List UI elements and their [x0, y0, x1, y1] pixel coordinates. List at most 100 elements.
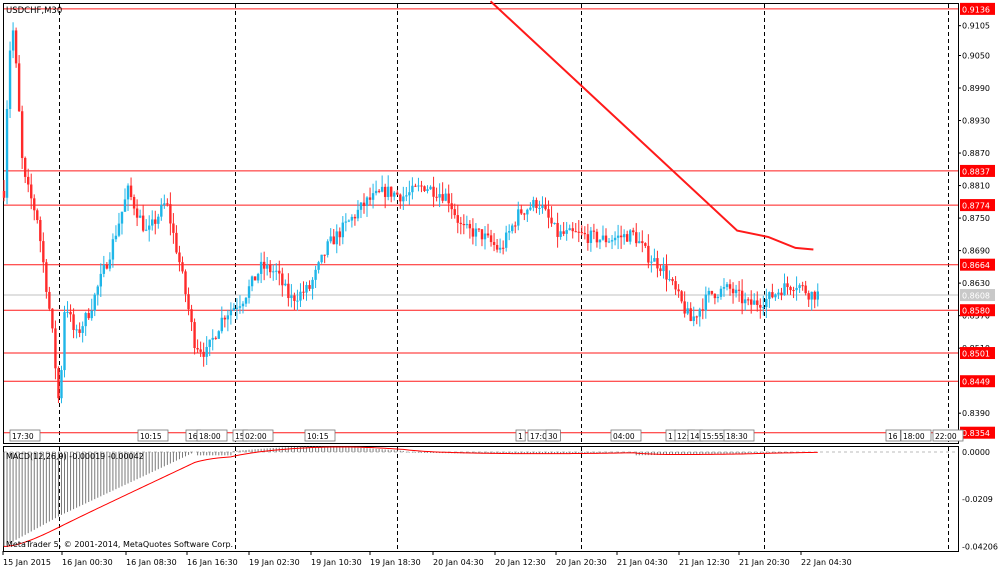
- y-tick-label: 0.8990: [962, 84, 990, 93]
- candle-body: [244, 297, 248, 304]
- y-tick-label: 0.8690: [962, 247, 990, 256]
- candle-body: [547, 209, 550, 218]
- level-price-label: 0.8774: [962, 202, 990, 211]
- candle-body: [23, 157, 27, 177]
- period-tag-box: [932, 429, 964, 442]
- candle-body: [220, 317, 224, 332]
- candle-body: [495, 244, 499, 250]
- level-price-label: 0.8354: [962, 429, 990, 438]
- candle-body: [362, 202, 366, 206]
- candle-body: [423, 186, 426, 192]
- candle-body: [462, 223, 466, 226]
- level-price-tag: [960, 199, 995, 212]
- candle-body: [789, 287, 792, 291]
- candle-body: [507, 231, 511, 233]
- candle-body: [532, 199, 535, 208]
- candle-body: [656, 258, 659, 269]
- candle-body: [320, 254, 323, 263]
- x-tick-label: 21 Jan 20:30: [739, 558, 790, 567]
- candle-body: [571, 228, 574, 232]
- candle-body: [371, 193, 375, 200]
- candle-body: [514, 225, 517, 227]
- candle-body: [8, 50, 12, 109]
- candle-body: [211, 337, 214, 340]
- candle-body: [72, 314, 75, 330]
- candle-body: [607, 241, 611, 243]
- candle-body: [538, 207, 541, 209]
- period-tag-label: 16: [888, 432, 898, 441]
- candle-body: [417, 185, 420, 187]
- y-tick-label: 0.9050: [962, 51, 990, 60]
- candle-body: [11, 30, 15, 51]
- y-tick-label: 0.8870: [962, 149, 990, 158]
- candle-body: [190, 309, 193, 323]
- period-tag-label: 22:00: [935, 432, 957, 441]
- candle-body: [241, 303, 245, 307]
- period-tag-label: 1: [518, 432, 523, 441]
- candle-body: [305, 285, 308, 293]
- level-price-tag: [960, 375, 995, 388]
- candle-body: [595, 231, 599, 243]
- candle-body: [81, 326, 84, 333]
- candle-body: [390, 186, 393, 197]
- candle-body: [792, 290, 795, 292]
- candle-body: [157, 216, 160, 224]
- candle-body: [335, 231, 338, 245]
- candle-body: [365, 197, 369, 206]
- macd-tick-label: -0.0209: [962, 495, 993, 504]
- candle-body: [226, 315, 230, 320]
- current-price-tag: [960, 289, 995, 302]
- candle-body: [132, 196, 136, 209]
- candle-body: [589, 230, 593, 243]
- candle-body: [347, 220, 351, 222]
- candle-body: [740, 290, 744, 304]
- candle-body: [284, 283, 287, 286]
- candle-body: [163, 203, 166, 205]
- candle-body: [393, 192, 396, 197]
- candle-body: [562, 231, 565, 234]
- period-tag-label: 15: [235, 432, 245, 441]
- candle-body: [650, 261, 653, 263]
- candle-body: [178, 252, 181, 263]
- candle-body: [647, 245, 650, 263]
- candle-body: [759, 304, 762, 308]
- candle-body: [492, 242, 496, 245]
- candle-body: [138, 215, 142, 218]
- candle-body: [84, 313, 87, 327]
- candle-body: [123, 199, 127, 212]
- trend-line[interactable]: [489, 0, 814, 251]
- candle-body: [93, 294, 96, 311]
- level-price-tag: [960, 2, 995, 15]
- period-tag-box: [885, 429, 901, 442]
- y-tick-label: 0.8750: [962, 214, 990, 223]
- candle-body: [813, 291, 816, 300]
- candle-body: [332, 236, 335, 245]
- candle-body: [635, 232, 638, 244]
- period-tag-box: [515, 429, 526, 442]
- period-tag-box: [9, 429, 41, 442]
- candle-body: [111, 239, 115, 260]
- candle-body: [477, 228, 481, 230]
- x-tick-label: 20 Jan 04:30: [433, 558, 484, 567]
- candle-body: [275, 270, 278, 272]
- candle-body: [689, 308, 692, 322]
- candle-body: [465, 223, 469, 226]
- candle-body: [704, 294, 708, 311]
- candle-body: [762, 307, 765, 309]
- candle-body: [135, 208, 139, 218]
- candle-body: [441, 194, 444, 201]
- candle-body: [641, 241, 644, 244]
- candle-body: [619, 235, 623, 238]
- candle-body: [692, 316, 695, 322]
- candle-body: [63, 312, 66, 371]
- candle-body: [66, 311, 69, 313]
- level-price-tag: [960, 258, 995, 271]
- candle-body: [795, 287, 798, 291]
- candle-body: [253, 276, 257, 281]
- macd-tick-label: 0.0000: [962, 448, 990, 457]
- candle-body: [798, 285, 801, 288]
- candle-body: [87, 313, 90, 319]
- candle-body: [144, 229, 148, 231]
- candle-body: [786, 283, 789, 288]
